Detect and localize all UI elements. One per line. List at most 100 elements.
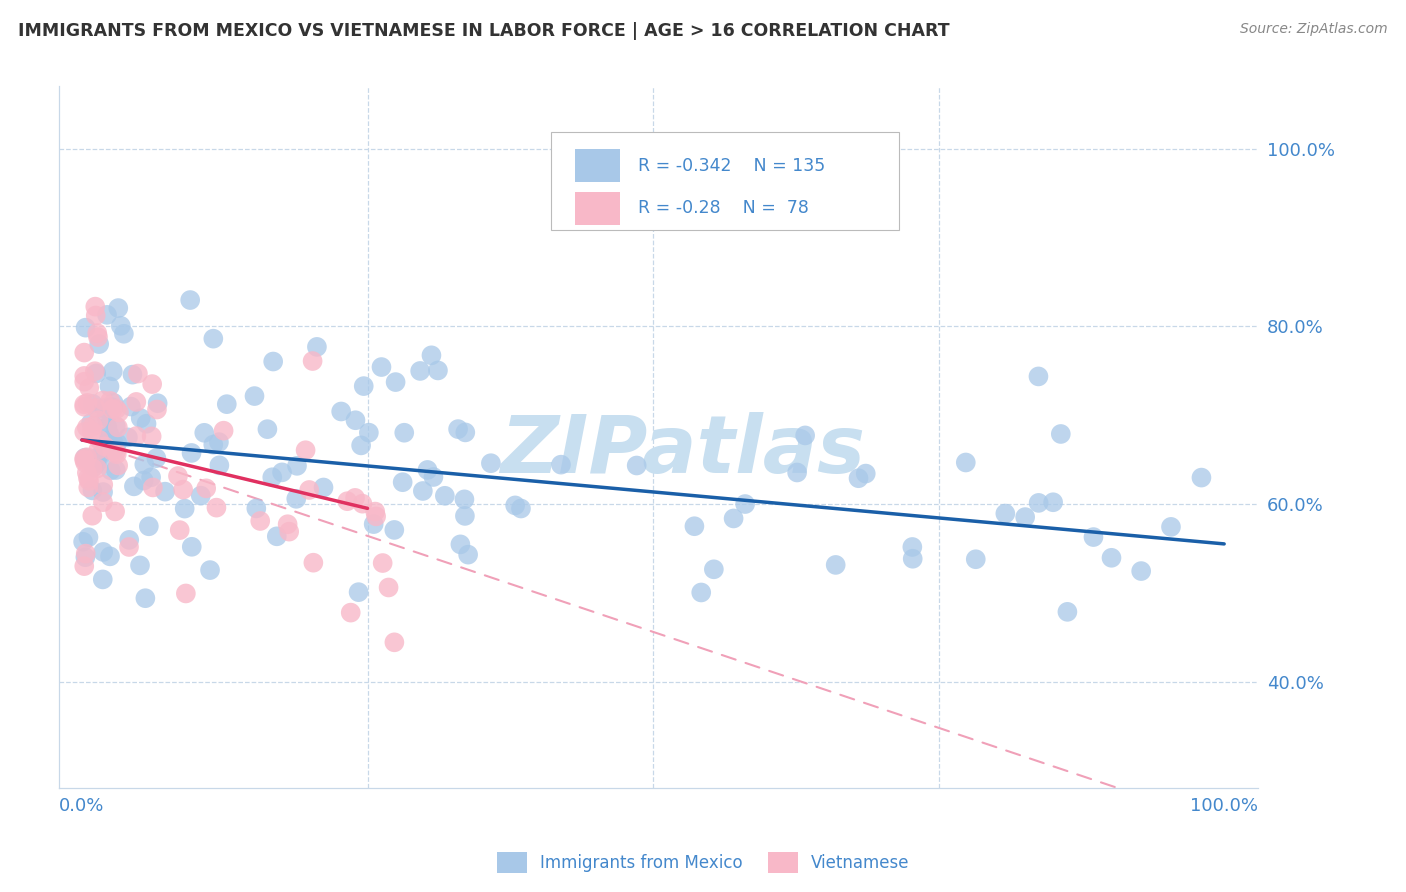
Point [98, 436, 121, 450]
Point [301, 354, 323, 368]
Point [1130, 564, 1153, 578]
Point [180, 540, 202, 554]
Point [409, 364, 432, 378]
Point [1056, 605, 1078, 619]
Point [256, 422, 278, 436]
Point [683, 519, 706, 533]
Point [142, 480, 165, 494]
Point [86, 461, 108, 475]
Point [91, 545, 114, 559]
Point [118, 533, 141, 547]
Point [190, 489, 212, 503]
Point [82, 508, 104, 523]
Point [174, 586, 197, 600]
Point [122, 479, 145, 493]
Point [1083, 530, 1105, 544]
Point [121, 368, 143, 382]
Point [198, 563, 221, 577]
Point [100, 400, 122, 414]
Point [453, 492, 475, 507]
Point [73, 425, 96, 439]
Point [391, 475, 413, 490]
Point [249, 514, 271, 528]
Point [91, 485, 114, 500]
Point [262, 470, 284, 484]
Point [901, 551, 924, 566]
Point [901, 540, 924, 554]
Point [212, 424, 235, 438]
Point [98, 549, 121, 564]
Point [479, 456, 502, 470]
Point [353, 379, 375, 393]
Point [105, 402, 128, 417]
Point [82, 397, 104, 411]
Point [202, 438, 225, 452]
Point [96, 409, 118, 424]
Point [433, 489, 456, 503]
Text: R = -0.342    N = 135: R = -0.342 N = 135 [638, 157, 825, 175]
Point [125, 429, 148, 443]
Point [76, 466, 98, 480]
Legend: Immigrants from Mexico, Vietnamese: Immigrants from Mexico, Vietnamese [489, 846, 917, 880]
Point [285, 491, 308, 506]
Point [96, 308, 118, 322]
Point [84, 367, 107, 381]
Point [77, 474, 100, 488]
Point [104, 419, 127, 434]
Point [73, 345, 96, 359]
Point [91, 393, 114, 408]
Point [75, 450, 97, 465]
Point [195, 481, 218, 495]
Point [82, 419, 104, 434]
Point [245, 501, 267, 516]
Point [127, 367, 149, 381]
Point [366, 509, 388, 524]
Point [107, 458, 129, 473]
Point [278, 524, 301, 539]
Point [339, 606, 361, 620]
Point [848, 471, 870, 485]
Point [271, 466, 294, 480]
Point [1042, 495, 1064, 509]
Point [91, 573, 114, 587]
Point [449, 537, 471, 551]
Point [277, 517, 299, 532]
Point [83, 459, 105, 474]
Point [344, 413, 367, 427]
Point [105, 447, 128, 461]
Point [447, 422, 470, 436]
Point [77, 471, 100, 485]
Point [132, 474, 155, 488]
Point [103, 442, 125, 457]
Point [824, 558, 846, 572]
Point [363, 517, 385, 532]
Point [454, 425, 477, 440]
Point [344, 491, 367, 505]
Point [145, 451, 167, 466]
Point [112, 326, 135, 341]
Point [266, 529, 288, 543]
Point [426, 363, 449, 377]
Point [107, 301, 129, 315]
Point [76, 450, 98, 465]
Point [76, 396, 98, 410]
Point [84, 309, 107, 323]
Point [794, 428, 817, 442]
Point [75, 547, 97, 561]
Point [330, 404, 353, 418]
Point [96, 419, 118, 434]
Point [312, 481, 335, 495]
Point [101, 444, 124, 458]
Point [294, 443, 316, 458]
Point [98, 393, 121, 408]
Point [180, 446, 202, 460]
Point [75, 550, 97, 565]
Point [243, 389, 266, 403]
Point [87, 442, 110, 457]
Point [104, 463, 127, 477]
Point [98, 427, 121, 442]
Point [97, 433, 120, 447]
Point [173, 501, 195, 516]
Point [86, 456, 108, 470]
Text: ZIPatlas: ZIPatlas [501, 412, 865, 491]
